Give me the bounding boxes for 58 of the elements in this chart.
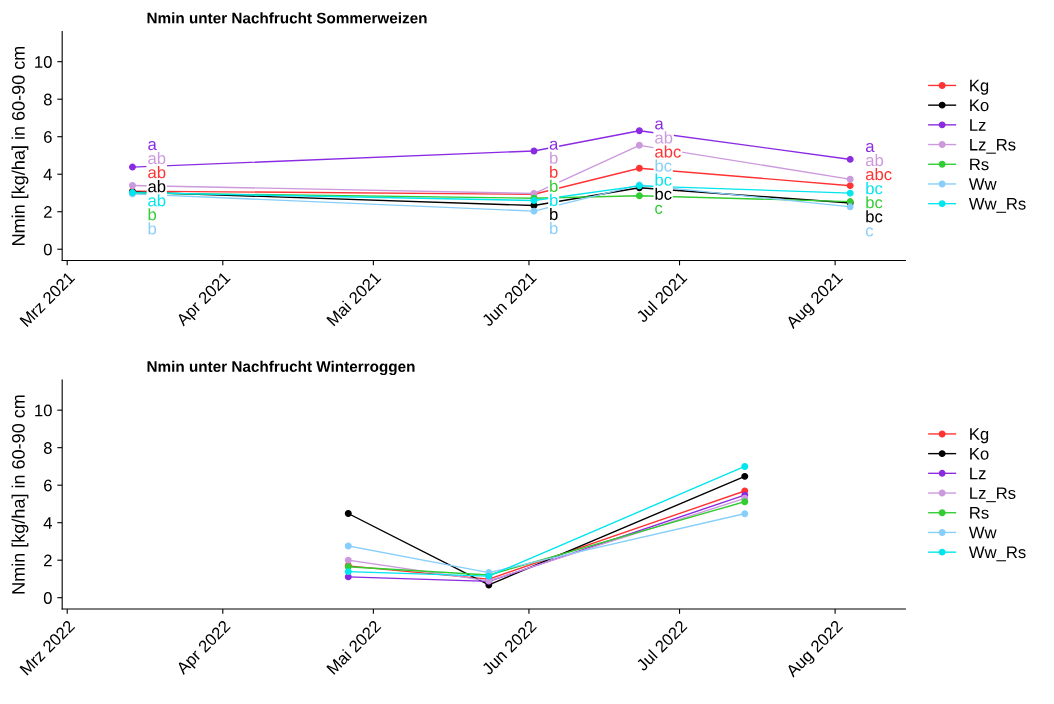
data-label: ab — [655, 131, 673, 144]
legend-label: Rs — [970, 158, 989, 171]
y-tick-label: 10 — [35, 404, 52, 417]
data-label: b — [550, 221, 558, 235]
data-label: b — [550, 165, 558, 178]
y-axis-title: Nmin [kg/ha] in 60-90 cm — [11, 46, 29, 245]
data-label: a — [148, 141, 157, 151]
data-label: a — [549, 140, 559, 150]
data-label: bc — [655, 187, 672, 200]
legend-label: Ko — [970, 99, 989, 112]
data-label: bc — [866, 182, 883, 195]
data-label: ab — [148, 194, 166, 207]
legend-label: Rs — [970, 507, 989, 519]
y-tick-label: 10 — [35, 56, 52, 68]
legend-label: Lz_Rs — [970, 138, 1016, 154]
data-label: ab — [148, 151, 166, 165]
legend-label: Ww_Rs — [968, 546, 1026, 562]
chart-title: Nmin unter Nachfrucht Sommerweizen — [147, 12, 427, 24]
y-tick-label: 4 — [43, 168, 52, 181]
legend-label: Ww — [968, 178, 997, 190]
data-label: ab — [865, 153, 884, 167]
data-label: b — [550, 193, 558, 207]
y-tick-label: 2 — [44, 554, 52, 567]
data-label: bc — [655, 173, 672, 186]
data-label: abc — [655, 145, 681, 158]
data-label: ab — [148, 180, 166, 193]
y-tick-label: 2 — [44, 206, 52, 218]
legend-label: Lz — [970, 467, 986, 480]
y-axis-title: Nmin [kg/ha] in 60-90 cm — [11, 395, 29, 594]
data-label: abc — [865, 168, 892, 181]
legend-label: Kg — [970, 428, 989, 444]
data-label: a — [865, 142, 875, 153]
data-label: b — [550, 151, 558, 164]
data-label: c — [865, 227, 874, 237]
legend-label: Lz_Rs — [970, 487, 1016, 503]
legend-label: Lz — [970, 119, 986, 131]
y-tick-label: 0 — [43, 592, 52, 604]
y-tick-label: 8 — [43, 442, 52, 454]
y-tick-label: 6 — [44, 131, 52, 143]
chart-title: Nmin unter Nachfrucht Winterroggen — [147, 360, 415, 376]
legend-label: Ww_Rs — [968, 198, 1026, 213]
y-tick-label: 8 — [43, 93, 52, 106]
data-label: bc — [866, 196, 883, 209]
y-tick-label: 6 — [44, 479, 52, 492]
data-label: b — [550, 179, 558, 192]
data-label: a — [655, 120, 664, 130]
legend-label: Ko — [970, 448, 989, 460]
y-tick-label: 4 — [43, 517, 52, 529]
legend-label: Kg — [970, 79, 989, 95]
data-label: b — [550, 207, 558, 221]
data-label: ab — [148, 166, 166, 179]
legend-label: Ww — [968, 526, 997, 539]
data-label: b — [148, 222, 157, 235]
data-label: c — [655, 204, 663, 214]
y-tick-label: 0 — [43, 243, 52, 256]
data-label: bc — [655, 159, 672, 172]
data-label: bc — [866, 210, 883, 223]
data-label: b — [148, 208, 157, 221]
